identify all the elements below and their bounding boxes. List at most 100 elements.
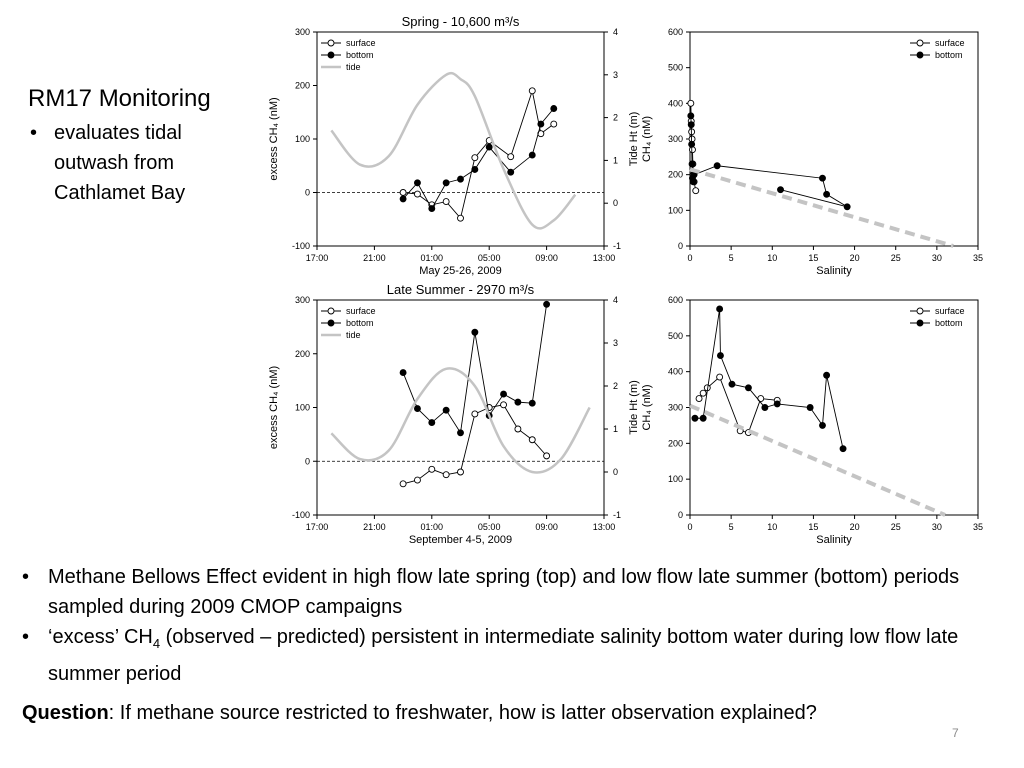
x-tick-label: 20	[850, 253, 860, 263]
y-axis-title: CH₄ (nM)	[641, 384, 653, 430]
x-axis-title: September 4-5, 2009	[409, 534, 512, 546]
series-surface-point	[550, 120, 558, 128]
series-bottom-point	[485, 143, 493, 151]
legend-marker	[327, 307, 335, 315]
series-surface-point	[543, 452, 551, 460]
bullet-item-2: • ‘excess’ CH4 (observed – predicted) pe…	[22, 622, 1012, 689]
y2-tick-label: 1	[613, 424, 618, 434]
series-bottom-point	[823, 371, 831, 379]
series-surface-point	[457, 214, 464, 222]
x-tick-label: 0	[687, 253, 692, 263]
series-surface-point	[687, 99, 695, 107]
mixing-line	[689, 403, 946, 517]
legend-marker	[327, 51, 335, 59]
legend-marker	[327, 39, 335, 47]
series-surface-point	[716, 373, 724, 381]
series-bottom-point	[713, 162, 721, 170]
y-tick-label: 200	[668, 438, 683, 448]
series-surface-point	[457, 468, 464, 476]
series-bottom-point	[399, 369, 407, 377]
y2-tick-label: 2	[613, 381, 618, 391]
series-surface-point	[442, 471, 450, 479]
legend-label: surface	[346, 306, 376, 316]
series-bottom-point	[687, 112, 695, 120]
series-surface-point	[699, 389, 707, 397]
series-surface-point	[428, 465, 436, 473]
series-bottom-point	[819, 174, 826, 182]
series-surface-point	[695, 395, 703, 402]
series-bottom-line	[694, 308, 844, 449]
bullet-text: Methane Bellows Effect evident in high f…	[48, 566, 960, 618]
series-bottom-point	[457, 175, 464, 183]
legend-marker	[916, 51, 924, 59]
series-bottom-point	[699, 414, 707, 422]
bullet-subscript: 4	[152, 636, 161, 651]
x-axis-title: Salinity	[816, 534, 852, 546]
series-surface-point	[514, 425, 522, 433]
question-label: Question	[22, 702, 109, 724]
y2-tick-label: -1	[613, 510, 621, 520]
x-tick-label: 0	[687, 522, 692, 532]
x-tick-label: 13:00	[593, 522, 616, 532]
x-tick-label: 30	[932, 253, 942, 263]
y2-tick-label: 3	[613, 70, 618, 80]
y-tick-label: 300	[668, 134, 683, 144]
x-tick-label: 35	[973, 522, 983, 532]
series-bottom-point	[691, 414, 699, 422]
slide-subtitle: • evaluates tidal outwash from Cathlamet…	[30, 118, 260, 208]
x-tick-label: 21:00	[363, 253, 386, 263]
x-tick-label: 21:00	[363, 522, 386, 532]
series-bottom-point	[819, 421, 826, 429]
series-surface-point	[399, 189, 407, 196]
legend-marker	[916, 319, 924, 327]
series-tide-line	[330, 367, 591, 474]
y-tick-label: 200	[295, 81, 310, 91]
legend-label: surface	[935, 38, 965, 48]
y-tick-label: 100	[295, 134, 310, 144]
series-bottom-point	[457, 429, 464, 437]
y2-tick-label: 1	[613, 155, 618, 165]
bullet-list: • Methane Bellows Effect evident in high…	[22, 562, 1012, 689]
x-axis-title: May 25-26, 2009	[419, 265, 502, 277]
y-tick-label: 0	[678, 241, 683, 251]
x-tick-label: 13:00	[593, 253, 616, 263]
bullet-item-1: • Methane Bellows Effect evident in high…	[22, 562, 1012, 622]
legend-marker	[916, 307, 924, 315]
legend-label: tide	[346, 330, 361, 340]
series-surface-point	[528, 436, 536, 444]
bullet-text-b: (observed – predicted) persistent in int…	[48, 626, 959, 685]
y-tick-label: 0	[305, 456, 310, 466]
y-tick-label: 400	[668, 367, 683, 377]
x-tick-label: 09:00	[535, 522, 558, 532]
x-tick-label: 17:00	[306, 253, 329, 263]
y-tick-label: 600	[668, 295, 683, 305]
y-tick-label: 500	[668, 331, 683, 341]
y-tick-label: 300	[668, 403, 683, 413]
series-bottom-point	[442, 406, 450, 414]
series-surface-point	[414, 476, 421, 484]
y2-tick-label: -1	[613, 241, 621, 251]
y2-tick-label: 0	[613, 467, 618, 477]
x-tick-label: 15	[808, 253, 818, 263]
series-bottom-point	[687, 121, 695, 129]
series-bottom-point	[716, 305, 724, 313]
y2-axis-title: Tide Ht (m)	[628, 380, 640, 435]
series-bottom-point	[843, 203, 851, 211]
series-bottom-point	[777, 186, 784, 194]
series-bottom-point	[528, 151, 536, 159]
y-tick-label: 400	[668, 98, 683, 108]
series-bottom-point	[761, 404, 769, 411]
chart-title: Spring - 10,600 m³/s	[402, 14, 520, 29]
x-tick-label: 05:00	[478, 522, 501, 532]
series-surface-point	[471, 410, 479, 418]
series-bottom-point	[514, 398, 522, 406]
chart-title: Late Summer - 2970 m³/s	[387, 282, 535, 297]
x-tick-label: 10	[767, 253, 777, 263]
plot-frame	[689, 31, 979, 247]
series-surface-point	[471, 154, 479, 162]
x-tick-label: 10	[767, 522, 777, 532]
legend-label: surface	[346, 38, 376, 48]
y-tick-label: 600	[668, 27, 683, 37]
legend-marker	[327, 319, 335, 327]
y-tick-label: 100	[668, 205, 683, 215]
